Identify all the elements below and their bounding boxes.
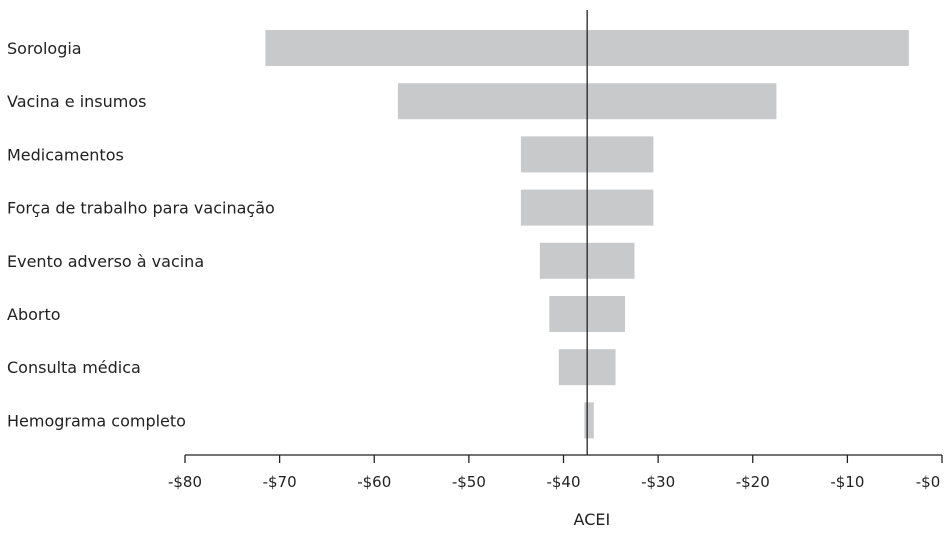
category-label: Evento adverso à vacina bbox=[7, 252, 204, 271]
x-tick-label: -$70 bbox=[263, 473, 297, 491]
category-label: Aborto bbox=[7, 305, 61, 324]
x-tick-label: -$10 bbox=[830, 473, 864, 491]
x-axis-tick-labels: -$80 -$70 -$60 -$50 -$40 -$30 -$20 -$10 -$0 bbox=[168, 473, 940, 491]
x-tick-label: -$20 bbox=[736, 473, 770, 491]
category-label: Medicamentos bbox=[7, 145, 124, 164]
category-label: Hemograma completo bbox=[7, 411, 186, 430]
category-label: Vacina e insumos bbox=[7, 92, 146, 111]
category-labels: Sorologia Vacina e insumos Medicamentos For… bbox=[7, 39, 275, 430]
x-tick-label: -$50 bbox=[452, 473, 486, 491]
category-label: Força de trabalho para vacinação bbox=[7, 199, 275, 218]
x-tick-label: -$80 bbox=[168, 473, 202, 491]
x-tick-label: -$0 bbox=[916, 473, 941, 491]
bar bbox=[584, 402, 594, 439]
x-tick-label: -$60 bbox=[357, 473, 391, 491]
x-axis-ticks bbox=[184, 455, 943, 463]
x-tick-label: -$40 bbox=[546, 473, 580, 491]
x-tick-label: -$30 bbox=[641, 473, 675, 491]
x-axis-title: ACEI bbox=[574, 510, 611, 529]
category-label: Consulta médica bbox=[7, 358, 141, 377]
category-label: Sorologia bbox=[7, 39, 82, 58]
